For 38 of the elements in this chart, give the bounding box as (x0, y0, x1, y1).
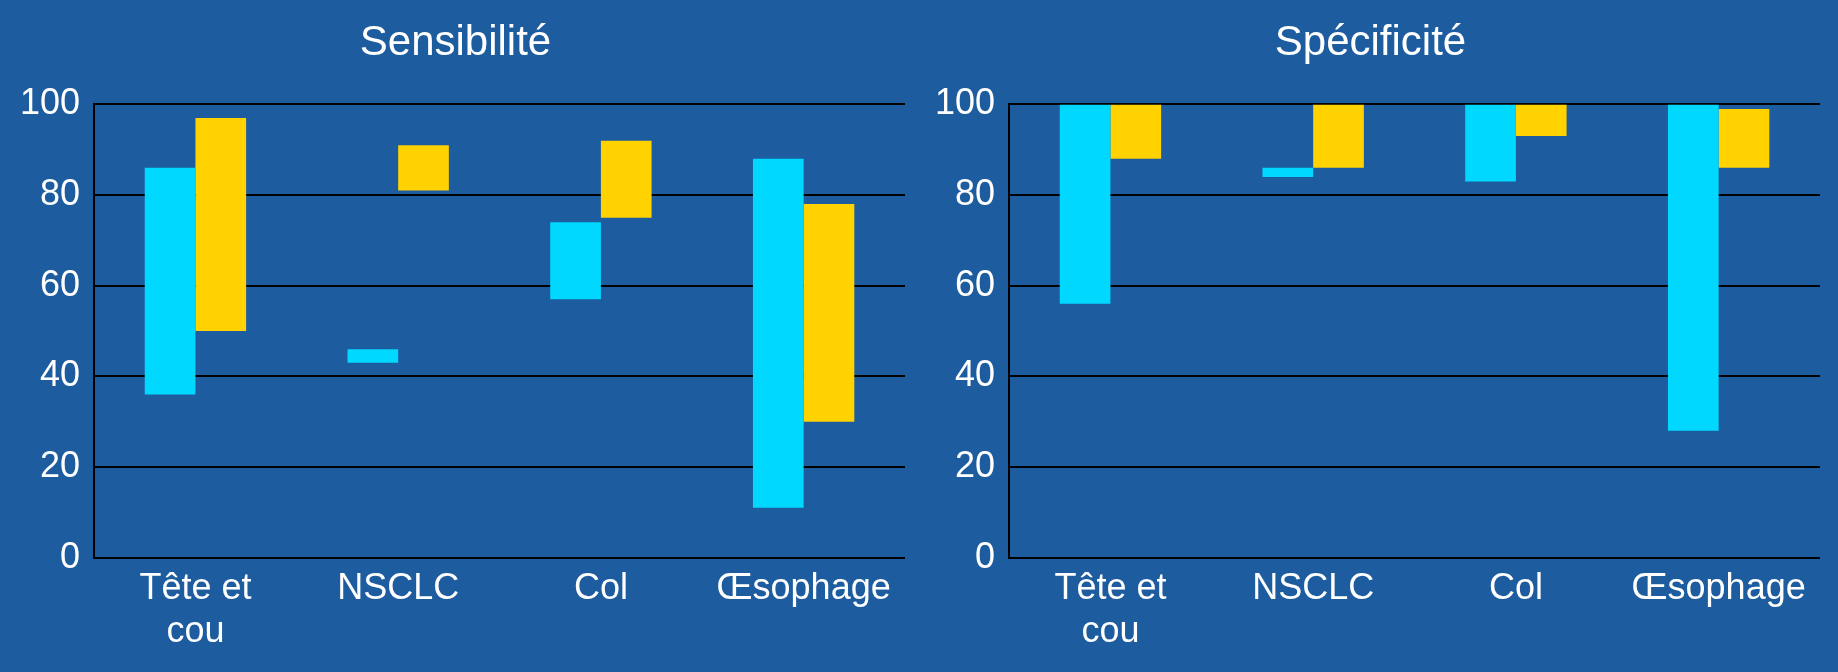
bar (1465, 104, 1516, 182)
x-tick-label: NSCLC (1252, 566, 1375, 608)
y-tick-label: 100 (19, 81, 81, 123)
bar (1515, 104, 1567, 137)
bar (398, 145, 449, 191)
x-tick-label: Col (573, 566, 628, 608)
bar (1313, 104, 1364, 168)
x-tick-label: Tête et cou (1054, 566, 1167, 651)
bar (1110, 104, 1162, 159)
x-tick-label: Col (1488, 566, 1543, 608)
bar (1059, 104, 1111, 304)
y-tick-label: 40 (955, 353, 996, 395)
bar (144, 167, 196, 395)
bar (1718, 108, 1770, 168)
y-tick-label: 20 (40, 443, 81, 485)
bar (600, 140, 652, 218)
y-tick-label: 60 (40, 262, 81, 304)
x-tick-label: Œsophage (716, 566, 891, 608)
y-tick-label: 40 (40, 353, 81, 395)
y-tick-label: 80 (955, 171, 996, 213)
bar (803, 204, 855, 422)
bar (347, 349, 399, 363)
chart-title: Spécificité (1274, 16, 1467, 64)
bar (195, 118, 247, 331)
y-tick-label: 60 (955, 262, 996, 304)
y-tick-label: 100 (934, 81, 996, 123)
x-tick-label: Œsophage (1631, 566, 1806, 608)
y-tick-label: 80 (40, 171, 81, 213)
bar (752, 158, 804, 508)
x-tick-label: Tête et cou (139, 566, 252, 651)
x-tick-label: NSCLC (337, 566, 460, 608)
bar (1262, 167, 1314, 177)
bar (1667, 104, 1719, 431)
y-tick-label: 0 (60, 534, 81, 576)
y-tick-label: 0 (975, 534, 996, 576)
y-tick-label: 20 (955, 443, 996, 485)
bar (550, 222, 601, 300)
chart-title: Sensibilité (359, 16, 552, 64)
